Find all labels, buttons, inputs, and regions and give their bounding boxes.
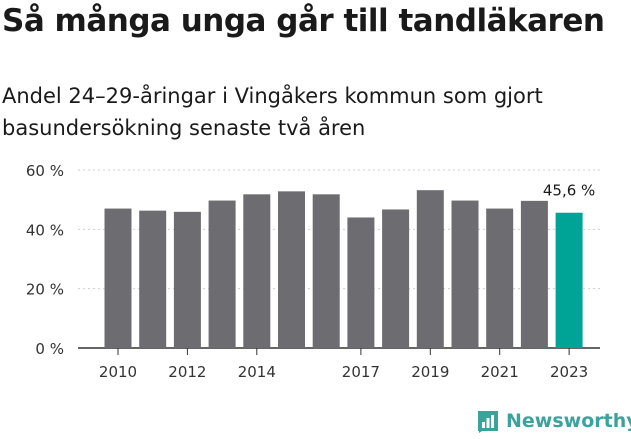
chart-subtitle: Andel 24–29-åringar i Vingåkers kommun s… bbox=[2, 84, 543, 140]
bar bbox=[278, 191, 305, 348]
bar bbox=[104, 208, 132, 348]
bar bbox=[139, 210, 167, 348]
x-tick-label: 2021 bbox=[481, 363, 519, 381]
bar bbox=[486, 208, 514, 348]
bar-chart: 0 % 20 % 40 % 60 % 2010 2012 2014 2017 2019 2021… bbox=[26, 162, 600, 381]
newsworthy-logo: Newsworthy bbox=[476, 406, 631, 436]
x-tick-label: 2010 bbox=[99, 363, 137, 381]
bar-highlight bbox=[555, 212, 583, 348]
x-tick-label: 2017 bbox=[342, 363, 380, 381]
bar bbox=[382, 209, 410, 348]
data-label: 45,6 % bbox=[543, 182, 595, 200]
newsworthy-icon bbox=[478, 411, 498, 433]
bar bbox=[416, 190, 444, 348]
chart-title: Så många unga går till tandläkaren bbox=[2, 3, 605, 39]
x-tick-label: 2014 bbox=[238, 363, 276, 381]
bar bbox=[347, 217, 375, 348]
bar bbox=[243, 194, 271, 348]
x-tick-label: 2012 bbox=[168, 363, 206, 381]
bar bbox=[208, 200, 236, 348]
brand-name: Newsworthy bbox=[506, 410, 631, 432]
y-tick-label: 20 % bbox=[26, 281, 64, 299]
bar bbox=[520, 200, 548, 348]
x-tick-label: 2023 bbox=[550, 363, 588, 381]
y-tick-label: 60 % bbox=[26, 162, 64, 180]
y-tick-label: 0 % bbox=[35, 340, 64, 358]
x-tick-label: 2019 bbox=[411, 363, 449, 381]
y-tick-label: 40 % bbox=[26, 221, 64, 239]
bar bbox=[451, 200, 479, 348]
bar bbox=[312, 194, 340, 348]
bar bbox=[173, 211, 201, 348]
